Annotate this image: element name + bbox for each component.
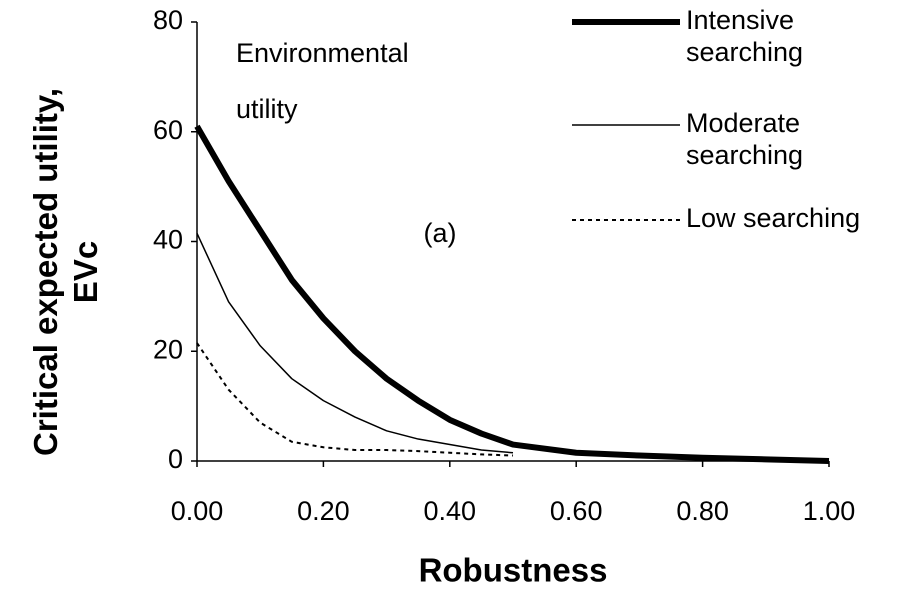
series-line xyxy=(196,232,514,454)
x-tick-label: 0.00 xyxy=(171,496,224,526)
legend-label: Intensive searching xyxy=(686,5,803,67)
y-tick-label: 80 xyxy=(153,5,183,35)
series-line xyxy=(194,124,830,464)
x-tick-label: 1.00 xyxy=(803,496,856,526)
x-axis-label: Robustness xyxy=(419,552,608,589)
x-tick-label: 0.40 xyxy=(424,496,477,526)
annotation: (a) xyxy=(424,218,457,248)
series-line xyxy=(196,342,514,457)
y-tick-label: 0 xyxy=(168,444,183,474)
x-tick-label: 0.20 xyxy=(297,496,350,526)
legend-label: Low searching xyxy=(686,203,860,233)
x-tick-label: 0.80 xyxy=(676,496,729,526)
y-axis-label: Critical expected utility,EVc xyxy=(27,88,104,456)
annotation: Environmental utility xyxy=(236,38,409,124)
y-tick-label: 40 xyxy=(153,225,183,255)
x-tick-label: 0.60 xyxy=(550,496,603,526)
y-tick-label: 60 xyxy=(153,115,183,145)
legend-label: Moderate searching xyxy=(686,108,803,170)
y-tick-label: 20 xyxy=(153,334,183,364)
